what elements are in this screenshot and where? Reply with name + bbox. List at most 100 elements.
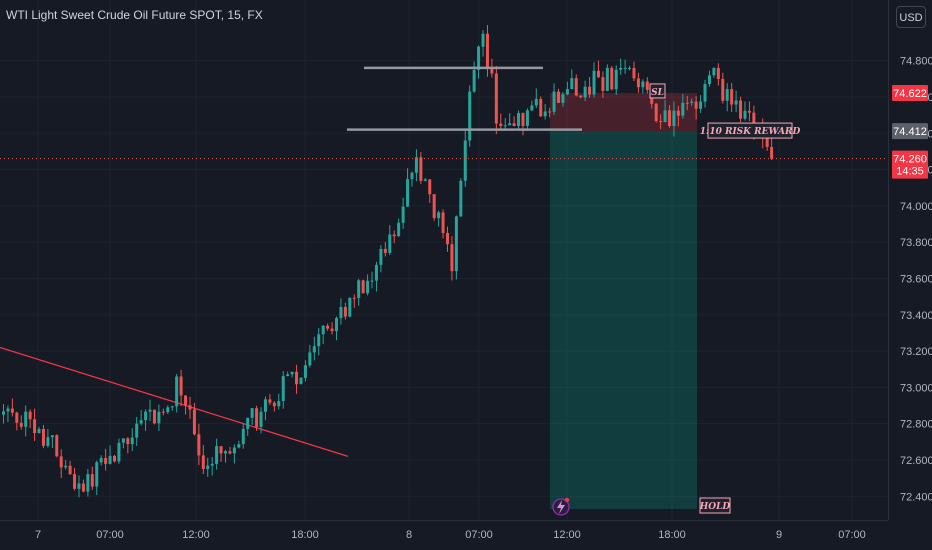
candle-body (117, 442, 121, 462)
candle-body (268, 399, 272, 403)
candle-body (161, 411, 165, 413)
candle-body (428, 179, 432, 195)
candle-body (295, 371, 299, 385)
candle-body (348, 297, 352, 317)
candle-body (46, 437, 50, 446)
annotations: SL 1:10 RISK REWARD HOLD (0, 83, 888, 516)
candle-down (268, 394, 272, 405)
candle-up (130, 428, 134, 452)
risk-reward-label: 1:10 RISK REWARD (700, 127, 801, 137)
candle-body (592, 70, 596, 95)
x-tick-label: 18:00 (291, 529, 319, 541)
y-tick-label: 74.000 (900, 201, 932, 213)
candle-body (770, 146, 774, 159)
candle-body (215, 446, 219, 464)
candle-down (636, 72, 640, 93)
candle-body (50, 435, 54, 438)
candle-body (197, 434, 201, 456)
candle-body (192, 409, 196, 435)
candle-body (263, 399, 267, 412)
y-tick-label: 73.400 (900, 310, 932, 322)
candle-up (530, 100, 534, 112)
x-tick-label: 07:00 (465, 529, 493, 541)
candle-up (86, 469, 90, 497)
candle-body (534, 98, 538, 106)
candle-down (632, 61, 636, 82)
candle-up (121, 438, 125, 449)
x-tick-label: 18:00 (658, 529, 686, 541)
candle-body (24, 411, 28, 427)
candle-down (104, 448, 108, 471)
candle-body (15, 412, 19, 423)
candle-up (663, 99, 667, 123)
candle-up (6, 405, 10, 423)
candle-up (410, 171, 414, 187)
candle-body (339, 306, 343, 319)
x-tick-label: 12:00 (182, 529, 210, 541)
candle-body (90, 474, 94, 487)
candle-body (95, 462, 99, 487)
lightning-bolt-icon (557, 500, 565, 514)
candle-body (610, 67, 614, 90)
candle-body (441, 212, 445, 233)
candle-body (521, 113, 525, 126)
candle-body (517, 113, 521, 126)
candle-up (237, 440, 241, 449)
trendline-layer[interactable] (0, 346, 349, 457)
candle-body (596, 70, 600, 78)
candle-up (139, 409, 143, 426)
candle-up (250, 408, 254, 425)
candle-body (530, 105, 534, 111)
candle-down (184, 395, 188, 415)
candle-body (725, 89, 729, 101)
candle-body (663, 110, 667, 123)
candle-down (392, 230, 396, 244)
candle-body (139, 420, 143, 424)
candle-down (90, 466, 94, 491)
price-axis[interactable]: 74.80074.60074.40074.20074.00073.80073.6… (892, 56, 932, 504)
candle-up (712, 67, 716, 78)
candle-down (295, 364, 299, 394)
candle-body (734, 100, 738, 105)
candle-down (579, 95, 583, 99)
horizontal-levels[interactable] (347, 66, 582, 131)
candle-up (508, 113, 512, 126)
candle-body (699, 101, 703, 109)
candle-up (517, 110, 521, 131)
candle-up (454, 215, 458, 280)
grid (0, 0, 888, 520)
candle-up (414, 149, 418, 182)
candle-body (548, 111, 552, 113)
x-tick-label: 12:00 (553, 529, 581, 541)
candle-body (721, 78, 725, 101)
candle-up (623, 59, 627, 74)
candle-body (463, 140, 467, 181)
candle-up (299, 377, 303, 385)
candle-body (379, 248, 383, 265)
candle-up (335, 316, 338, 341)
candle-down (55, 434, 59, 458)
candle-up (37, 426, 41, 434)
candle-body (419, 157, 423, 181)
sl-label: SL (651, 88, 664, 98)
candle-body (246, 417, 250, 429)
candle-body (343, 306, 347, 317)
currency-button[interactable]: USD (896, 6, 926, 28)
candle-body (543, 111, 547, 117)
candle-body (579, 95, 583, 98)
trendline[interactable] (0, 346, 349, 457)
candle-down (361, 279, 365, 294)
time-axis[interactable]: 7 07:00 12:00 18:00 8 07:00 12:00 18:00 9 07:00 (35, 529, 866, 541)
candle-body (10, 408, 14, 413)
y-tick-label: 72.600 (900, 455, 932, 467)
candle-body (152, 409, 156, 424)
candle-down (219, 446, 223, 462)
candle-body (397, 222, 401, 237)
y-tick-label: 72.800 (900, 419, 932, 431)
candle-down (659, 114, 663, 130)
x-tick-label: 07:00 (838, 529, 866, 541)
x-tick-label: 07:00 (96, 529, 124, 541)
candle-body (561, 94, 565, 103)
candle-down (645, 77, 649, 94)
